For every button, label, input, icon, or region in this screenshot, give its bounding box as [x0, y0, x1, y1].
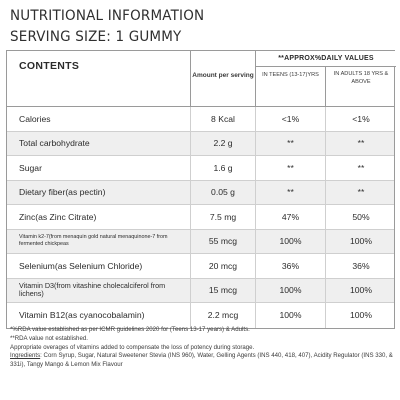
nutrient-name: Vitamin k2-7(from menaquin gold natural … [19, 234, 168, 248]
nutrient-name: Selenium(as Selenium Chloride) [19, 260, 143, 271]
nutrient-name: Dietary fiber(as pectin) [19, 187, 106, 198]
teens-value: 47% [255, 205, 325, 229]
teens-value: 36% [255, 254, 325, 278]
adults-value: ** [325, 131, 396, 155]
nutrient-name: Zinc(as Zinc Citrate) [19, 211, 97, 222]
teens-value: 100% [255, 278, 325, 302]
table-row-dietary-fiber: Dietary fiber(as pectin) 0.05 g ** ** [7, 180, 396, 205]
contents-header: CONTENTS [19, 60, 80, 72]
table-row-vitamin-b12: Vitamin B12(as cyanocobalamin) 2.2 mcg 1… [7, 303, 394, 328]
adults-value: <1% [325, 107, 396, 131]
footnote-rda-not-established: **RDA value not established. [10, 334, 88, 342]
adults-value: 100% [325, 229, 396, 253]
nutrient-name: Vitamin B12(as cyanocobalamin) [19, 310, 145, 321]
adults-value: ** [325, 156, 396, 180]
table-row-calories: Calories 8 Kcal <1% <1% [7, 107, 394, 132]
footnote-rda: *%RDA value established as per ICMR guid… [10, 326, 250, 333]
teens-value: 100% [255, 229, 325, 253]
nutrient-name: Total carbohydrate [19, 138, 90, 149]
adults-header: IN ADULTS 18 YRS & ABOVE [325, 51, 396, 106]
header-title: NUTRITIONAL INFORMATION [10, 8, 205, 24]
teens-value: ** [255, 180, 325, 204]
table-row-zinc: Zinc(as Zinc Citrate) 7.5 mg 47% 50% [7, 205, 394, 230]
table-header-row: CONTENTS Amount per serving IN TEENS (13… [7, 51, 396, 107]
adults-value: 50% [325, 205, 396, 229]
teens-value: <1% [255, 107, 325, 131]
adults-value: 100% [325, 303, 396, 328]
footnote-overages: Appropriate overages of vitamins added t… [10, 343, 255, 351]
ingredients-list: : Corn Syrup, Sugar, Natural Sweetener S… [10, 352, 393, 369]
nutrition-header: NUTRITIONAL INFORMATION SERVING SIZE: 1 … [10, 6, 390, 48]
teens-header: IN TEENS (13-17)YRS [255, 51, 325, 106]
teens-value: 100% [255, 303, 325, 328]
amount-value: 0.05 g [190, 180, 255, 204]
amount-header: Amount per serving [190, 51, 255, 106]
amount-value: 1.6 g [190, 156, 255, 180]
nutrient-name: Calories [19, 113, 51, 124]
table-row-sugar: Sugar 1.6 g ** ** [7, 156, 394, 181]
table-row-vitamin-k2: Vitamin k2-7(from menaquin gold natural … [7, 229, 396, 254]
amount-value: 15 mcg [190, 278, 255, 302]
nutrition-table: CONTENTS Amount per serving IN TEENS (13… [6, 50, 396, 329]
amount-value: 7.5 mg [190, 205, 255, 229]
teens-value: ** [255, 131, 325, 155]
ingredients-label: Ingredients [10, 352, 41, 360]
table-row-total-carbohydrate: Total carbohydrate 2.2 g ** ** [7, 131, 396, 156]
teens-value: ** [255, 156, 325, 180]
nutrient-name: Vitamin D3(from vitashine cholecalcifero… [19, 280, 166, 299]
adults-value: 100% [325, 278, 396, 302]
amount-value: 8 Kcal [190, 107, 255, 131]
ingredients-text: Ingredients: Corn Syrup, Sugar, Natural … [10, 352, 394, 370]
table-row-selenium: Selenium(as Selenium Chloride) 20 mcg 36… [7, 254, 394, 279]
amount-value: 20 mcg [190, 254, 255, 278]
amount-value: 2.2 g [190, 131, 255, 155]
amount-value: 55 mcg [190, 229, 255, 253]
nutrient-name: Sugar [19, 162, 42, 173]
approx-daily-values-header: **APPROX%DAILY VALUES [256, 51, 396, 67]
amount-value: 2.2 mcg [190, 303, 255, 328]
footnotes: *%RDA value established as per ICMR guid… [10, 326, 394, 370]
serving-size: SERVING SIZE: 1 GUMMY [10, 29, 182, 45]
table-row-vitamin-d3: Vitamin D3(from vitashine cholecalcifero… [7, 278, 396, 303]
adults-value: ** [325, 180, 396, 204]
adults-value: 36% [325, 254, 396, 278]
